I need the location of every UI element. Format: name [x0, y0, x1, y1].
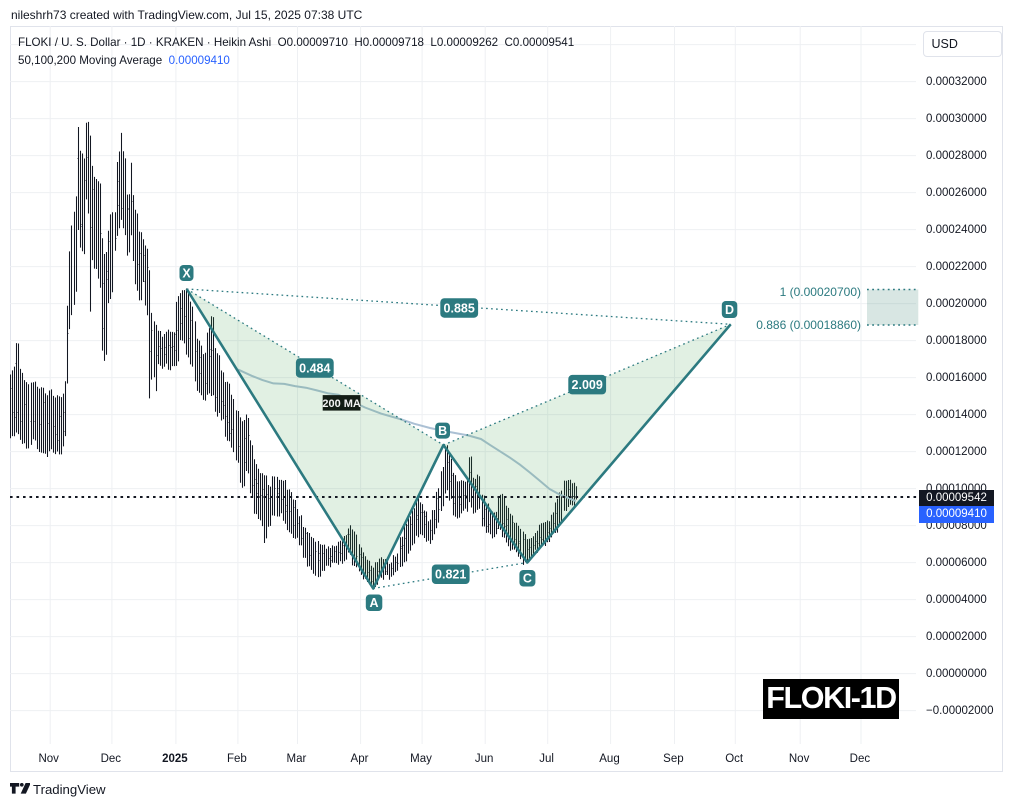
svg-text:C: C: [523, 572, 532, 586]
svg-text:0.885: 0.885: [444, 301, 475, 315]
svg-text:0.821: 0.821: [435, 568, 466, 582]
svg-text:200 MA: 200 MA: [322, 398, 361, 410]
svg-text:0.484: 0.484: [299, 361, 330, 375]
svg-text:D: D: [725, 303, 734, 317]
svg-text:A: A: [369, 596, 378, 610]
svg-text:X: X: [182, 266, 191, 280]
svg-text:B: B: [438, 424, 447, 438]
svg-text:2.009: 2.009: [572, 378, 603, 392]
